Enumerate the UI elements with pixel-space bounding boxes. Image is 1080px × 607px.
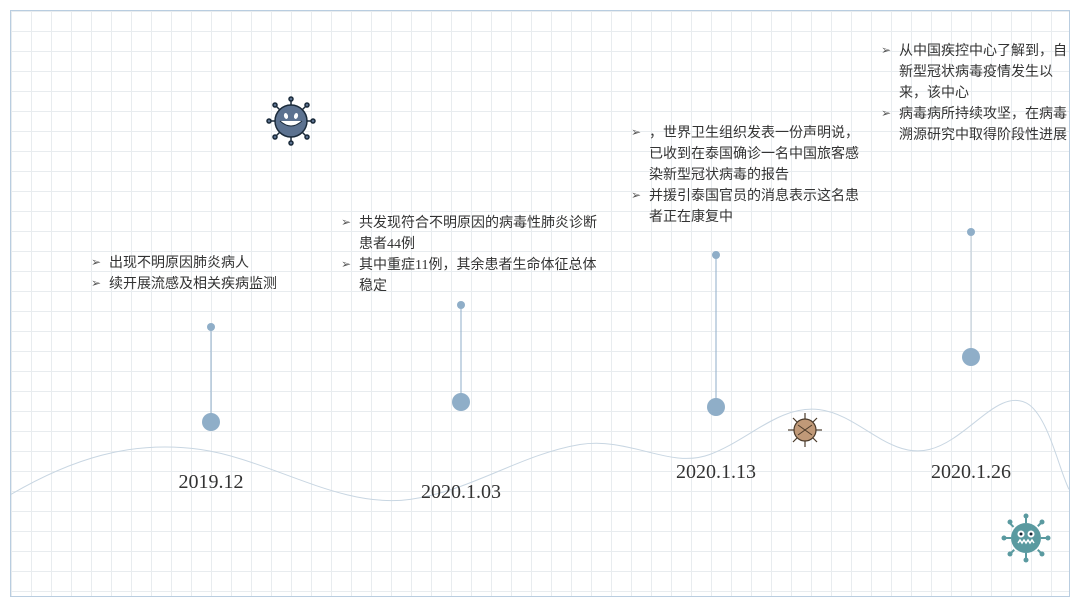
event-dot-top <box>712 251 720 259</box>
bullet-item: 从中国疾控中心了解到，自新型冠状病毒疫情发生以来，该中心 <box>881 41 1071 104</box>
event-dot-top <box>967 228 975 236</box>
event-date: 2019.12 <box>179 471 244 494</box>
bullet-item: 并援引泰国官员的消息表示这名患者正在康复中 <box>631 186 861 228</box>
event-stem <box>461 304 462 401</box>
event-bullets-3: ，世界卫生组织发表一份声明说，已收到在泰国确诊一名中国旅客感染新型冠状病毒的报告… <box>631 123 861 228</box>
virus-icon <box>1001 513 1051 563</box>
event-dot <box>452 393 470 411</box>
bullet-item: 其中重症11例，其余患者生命体征总体稳定 <box>341 255 601 297</box>
event-dot-top <box>457 301 465 309</box>
event-bullets-2: 共发现符合不明原因的病毒性肺炎诊断患者44例 其中重症11例，其余患者生命体征总… <box>341 213 601 297</box>
timeline-canvas: 2019.12 出现不明原因肺炎病人 续开展流感及相关疾病监测 2020.1.0… <box>10 10 1070 597</box>
event-dot <box>707 398 725 416</box>
bullet-item: 续开展流感及相关疾病监测 <box>91 274 351 295</box>
bullet-item: 共发现符合不明原因的病毒性肺炎诊断患者44例 <box>341 213 601 255</box>
event-dot <box>202 413 220 431</box>
event-date: 2020.1.03 <box>421 481 501 504</box>
bullet-item: 病毒病所持续攻坚，在病毒溯源研究中取得阶段性进展 <box>881 104 1071 146</box>
event-bullets-4: 从中国疾控中心了解到，自新型冠状病毒疫情发生以来，该中心 病毒病所持续攻坚，在病… <box>881 41 1071 146</box>
bullet-item: ，世界卫生组织发表一份声明说，已收到在泰国确诊一名中国旅客感染新型冠状病毒的报告 <box>631 123 861 186</box>
virus-icon <box>786 411 824 449</box>
event-stem <box>716 254 717 406</box>
event-dot <box>962 348 980 366</box>
event-stem <box>211 326 212 421</box>
event-date: 2020.1.26 <box>931 461 1011 484</box>
event-dot-top <box>207 323 215 331</box>
event-stem <box>971 231 972 356</box>
bullet-item: 出现不明原因肺炎病人 <box>91 253 351 274</box>
event-bullets-1: 出现不明原因肺炎病人 续开展流感及相关疾病监测 <box>91 253 351 295</box>
virus-icon <box>266 96 316 146</box>
event-date: 2020.1.13 <box>676 461 756 484</box>
